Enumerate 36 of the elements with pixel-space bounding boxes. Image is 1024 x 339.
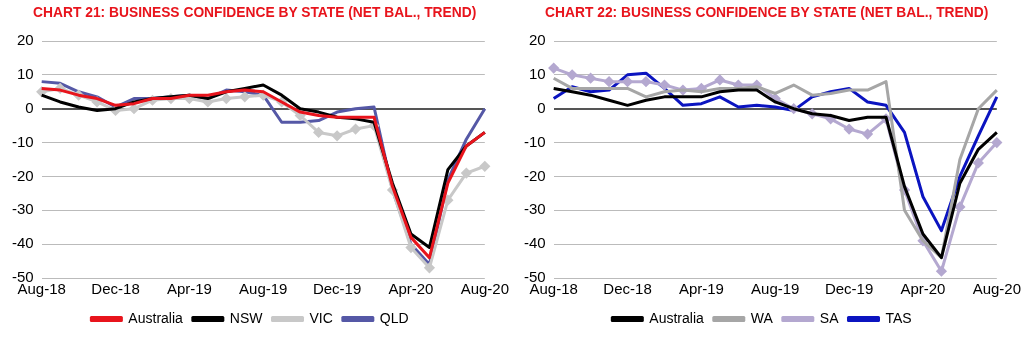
y-tick-label: -10 — [11, 132, 34, 150]
y-tick-label: 0 — [25, 98, 34, 116]
y-tick-label: 10 — [528, 65, 546, 82]
x-tick-label: Aug-20 — [460, 280, 509, 298]
x-tick-label: Apr-19 — [166, 280, 212, 298]
legend-label: NSW — [229, 309, 264, 326]
legend-label: Australia — [649, 309, 704, 326]
y-tick-label: -20 — [523, 166, 546, 184]
chart-title: CHART 21: BUSINESS CONFIDENCE BY STATE (NET BAL., TREND) — [32, 2, 477, 22]
y-tick-label: -30 — [11, 200, 34, 218]
x-tick-label: Dec-19 — [824, 280, 874, 298]
y-tick-label: 0 — [537, 98, 546, 116]
x-tick-label: Dec-19 — [312, 280, 362, 298]
legend-label: TAS — [885, 309, 912, 326]
x-tick-label: Dec-18 — [91, 280, 140, 298]
x-tick-label: Dec-18 — [603, 280, 652, 298]
y-tick-label: 10 — [16, 65, 34, 82]
y-tick-label: 20 — [528, 31, 546, 49]
x-tick-label: Apr-19 — [678, 280, 724, 298]
chart-title: CHART 22: BUSINESS CONFIDENCE BY STATE (NET BAL., TREND) — [544, 2, 989, 22]
y-tick-label: -40 — [11, 234, 34, 252]
y-tick-label: -10 — [523, 132, 546, 150]
legend-label: SA — [819, 309, 840, 326]
legend-label: WA — [750, 309, 774, 326]
x-tick-label: Apr-20 — [388, 280, 434, 298]
y-tick-label: -40 — [523, 234, 546, 252]
legend-label: QLD — [379, 309, 409, 326]
x-tick-label: Aug-20 — [972, 280, 1021, 298]
x-tick-label: Apr-20 — [900, 280, 946, 298]
x-tick-label: Aug-19 — [751, 280, 800, 298]
legend-label: VIC — [309, 309, 333, 326]
legend-label: Australia — [128, 309, 184, 326]
y-tick-label: -20 — [11, 166, 34, 184]
x-tick-label: Aug-19 — [239, 280, 288, 298]
y-tick-label: -30 — [523, 200, 546, 218]
y-tick-label: 20 — [16, 31, 34, 49]
